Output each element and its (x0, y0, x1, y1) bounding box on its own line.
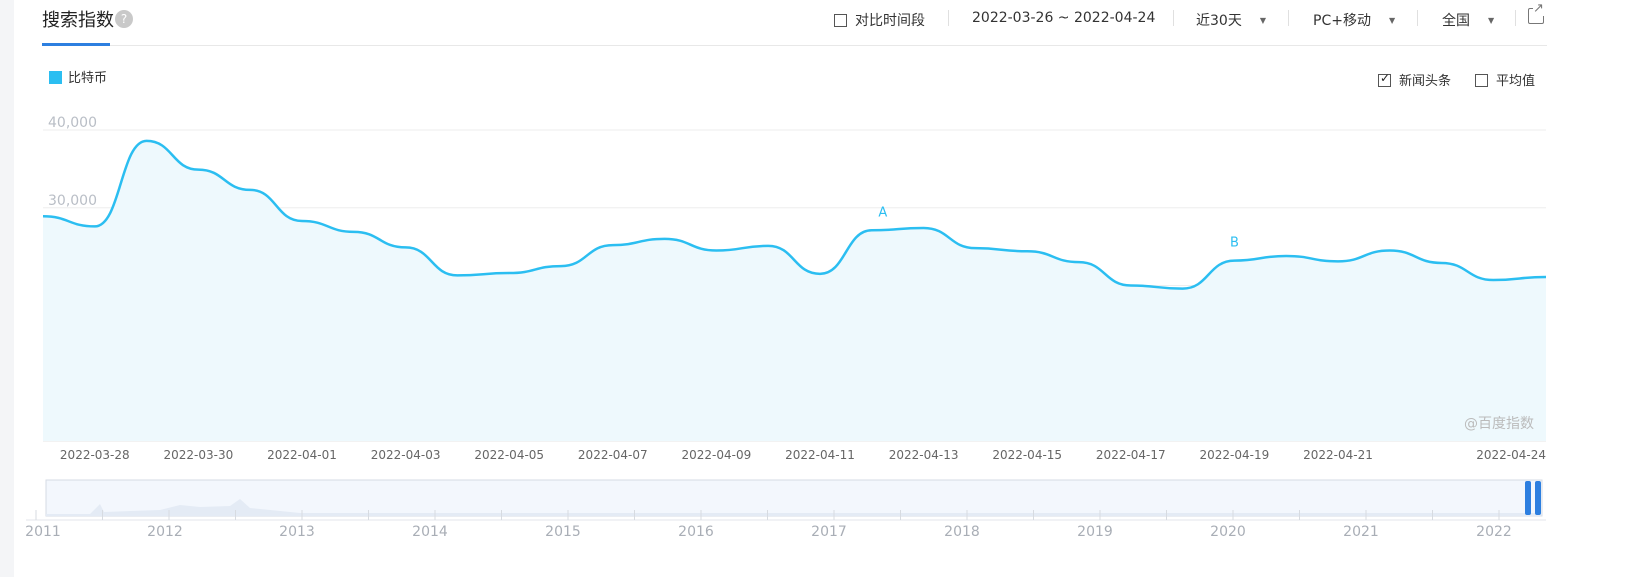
watermark: @百度指数 (1464, 416, 1534, 432)
news-label: 新闻头条 (1399, 74, 1452, 89)
range-handle-left (1525, 481, 1531, 515)
x-tick-label: 2022-04-24 (1476, 448, 1546, 462)
x-tick-label: 2022-04-01 (267, 448, 337, 462)
page-title: 搜索指数 (42, 10, 114, 31)
x-tick-label: 2022-04-13 (889, 448, 959, 462)
annotation-a: A (878, 205, 887, 220)
average-label: 平均值 (1496, 74, 1536, 89)
news-toggle[interactable]: 新闻头条 (1378, 70, 1451, 89)
divider (1288, 10, 1289, 26)
overview-navigator (45, 479, 1543, 517)
divider (1515, 10, 1516, 26)
range-handle-right (1535, 481, 1541, 515)
overview-year-label: 2019 (1077, 524, 1113, 540)
caret-down-icon: ▼ (1488, 16, 1495, 25)
x-tick-label: 2022-03-28 (60, 448, 130, 462)
date-range-picker[interactable]: 2022-03-26 ~ 2022-04-24 (972, 10, 1156, 26)
x-tick-label: 2022-04-21 (1303, 448, 1373, 462)
legend-label: 比特币 (68, 71, 108, 86)
x-tick-label: 2022-04-11 (785, 448, 855, 462)
header-bar: 搜索指数 ? (42, 0, 1547, 46)
divider (1173, 10, 1174, 26)
caret-down-icon: ▼ (1259, 16, 1266, 25)
x-tick-label: 2022-04-09 (682, 448, 752, 462)
y-tick-label: 30,000 (48, 193, 97, 209)
title-tab-indicator (42, 43, 110, 46)
x-tick-label: 2022-04-15 (992, 448, 1062, 462)
x-tick-label: 2022-03-30 (164, 448, 234, 462)
x-tick-label: 2022-04-17 (1096, 448, 1166, 462)
annotation-b: B (1230, 236, 1239, 251)
x-tick-label: 2022-04-19 (1200, 448, 1270, 462)
overview-year-label: 2013 (279, 524, 315, 540)
legend-swatch (49, 71, 62, 84)
divider (1417, 10, 1418, 26)
overview-year-label: 2012 (147, 524, 183, 540)
overview-year-label: 2017 (811, 524, 847, 540)
divider (948, 10, 949, 26)
overview-year-label: 2016 (678, 524, 714, 540)
overview-year-label: 2022 (1476, 524, 1512, 540)
left-gutter (0, 0, 14, 577)
region-value: 全国 (1442, 13, 1470, 29)
x-tick-label: 2022-04-03 (371, 448, 441, 462)
news-checkbox[interactable] (1378, 71, 1391, 87)
period-select[interactable]: 近30天 ▼ (1196, 10, 1266, 30)
x-tick-label: 2022-04-05 (474, 448, 544, 462)
series-area (43, 140, 1546, 441)
series-line (41, 139, 1547, 290)
x-tick-label: 2022-04-07 (578, 448, 648, 462)
period-value: 近30天 (1196, 13, 1242, 29)
overview-year-label: 2014 (412, 524, 448, 540)
legend-item[interactable]: 比特币 (49, 67, 107, 86)
device-value: PC+移动 (1313, 13, 1371, 29)
overview-year-label: 2018 (944, 524, 980, 540)
compare-toggle[interactable]: 对比时间段 (834, 10, 925, 30)
overview-year-label: 2021 (1343, 524, 1379, 540)
compare-checkbox[interactable] (834, 14, 847, 27)
compare-label: 对比时间段 (855, 13, 925, 29)
overview-year-label: 2020 (1210, 524, 1246, 540)
caret-down-icon: ▼ (1388, 16, 1396, 25)
y-tick-label: 40,000 (48, 115, 97, 131)
overview-year-label: 2011 (25, 524, 61, 540)
average-checkbox[interactable] (1475, 74, 1488, 87)
question-icon[interactable]: ? (115, 10, 133, 28)
overview-year-label: 2015 (545, 524, 581, 540)
overview-sparkline (46, 499, 1540, 516)
region-select[interactable]: 全国 ▼ (1442, 10, 1494, 30)
average-toggle[interactable]: 平均值 (1475, 70, 1535, 89)
external-link-icon[interactable] (1528, 1, 1544, 24)
device-select[interactable]: PC+移动 ▼ (1313, 10, 1395, 30)
